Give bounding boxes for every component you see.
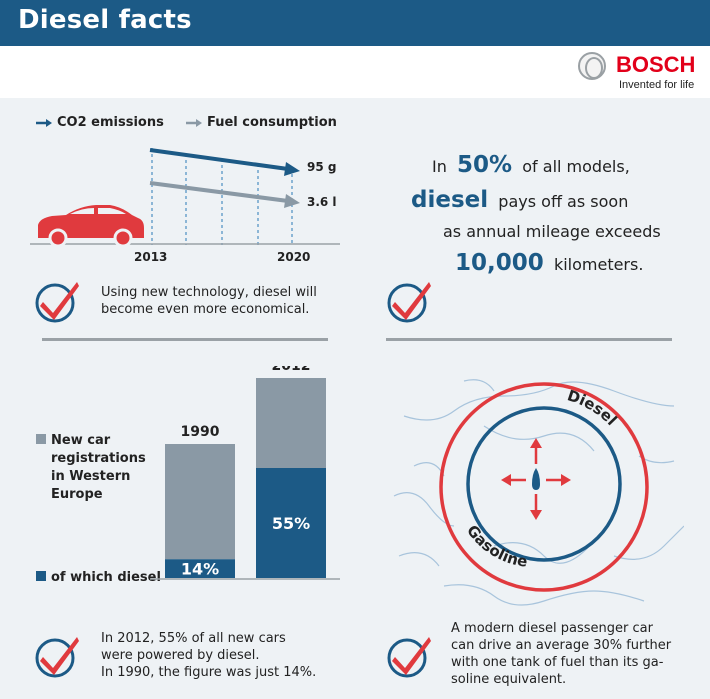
gray-arrow-icon <box>186 118 202 127</box>
models-line-1: In 50% of all models, <box>432 152 630 178</box>
divider-left <box>42 338 328 341</box>
models-line-4: 10,000 kilometers. <box>455 250 643 276</box>
legend-diesel: of which diesel <box>36 569 161 587</box>
legend-total-line-1: New car <box>36 432 146 450</box>
co2-value: 95 g <box>307 160 337 174</box>
brand-tagline: Invented for life <box>619 79 695 91</box>
header-bar: Diesel facts <box>0 0 710 46</box>
checkmark-icon <box>35 282 79 323</box>
trend-caption-line-1: Using new technology, diesel will <box>101 285 317 300</box>
trend-caption-line-2: become even more economical. <box>101 302 310 317</box>
bar-category-label: 1990 <box>181 424 220 440</box>
range-caption-line-1: A modern diesel passenger car <box>451 621 653 636</box>
co2-legend-label: CO2 emissions <box>57 115 164 130</box>
registrations-chart: 1990 14% 2012 55% <box>150 366 340 580</box>
range-diagram: Diesel Gasoline <box>393 379 684 606</box>
bar-diesel-value-label: 55% <box>272 514 310 533</box>
legend-total-line-4: Europe <box>51 487 103 502</box>
models-line-4-post: kilometers. <box>553 255 644 274</box>
fuel-arrow-head <box>284 194 300 208</box>
legend-total-line-3: in Western <box>51 469 131 484</box>
divider-right <box>386 338 672 341</box>
checkmark-icon <box>387 637 431 678</box>
registrations-caption-line-2: were powered by diesel. <box>101 648 260 663</box>
bar-diesel-1990 <box>165 559 235 578</box>
models-line-1-pre: In <box>432 157 447 176</box>
trend-diagram <box>30 148 340 248</box>
fuel-value: 3.6 l <box>307 195 337 209</box>
range-caption-line-2: can drive an average 30% further <box>451 638 672 653</box>
fuel-trend-line <box>149 181 289 203</box>
trend-caption: Using new technology, diesel will become… <box>101 284 317 318</box>
car-icon <box>38 205 144 248</box>
models-highlight-diesel: diesel <box>411 187 489 213</box>
registrations-caption-line-1: In 2012, 55% of all new cars <box>101 631 286 646</box>
legend-total-line-2: registrations <box>51 451 146 466</box>
co2-legend: CO2 emissions <box>36 115 164 130</box>
brand-bar: BOSCH Invented for life <box>0 46 710 98</box>
co2-arrow-head <box>284 162 300 176</box>
bar-total-1990 <box>165 444 235 560</box>
fuel-drop-icon <box>501 438 571 520</box>
models-line-3: as annual mileage exceeds <box>443 222 661 241</box>
bosch-logo-icon <box>578 52 606 80</box>
diesel-range-ring <box>439 382 649 592</box>
range-caption-line-4: soline equivalent. <box>451 672 567 687</box>
models-line-1-post: of all models, <box>522 157 630 176</box>
legend-gray-swatch <box>36 434 46 444</box>
bar-diesel-value-label: 14% <box>181 560 219 579</box>
page-title: Diesel facts <box>18 5 192 35</box>
gasoline-range-ring <box>466 406 622 562</box>
blue-arrow-icon <box>36 118 52 127</box>
models-highlight-km: 10,000 <box>455 250 544 276</box>
brand-name: BOSCH <box>616 52 696 77</box>
fuel-legend-label: Fuel consumption <box>207 115 337 130</box>
fuel-legend: Fuel consumption <box>186 115 337 130</box>
models-highlight-percent: 50% <box>457 152 513 178</box>
dashed-guides <box>151 148 293 245</box>
road-network <box>393 379 684 606</box>
models-line-2-post: pays off as soon <box>498 192 629 211</box>
legend-blue-swatch <box>36 571 46 581</box>
year-end: 2020 <box>277 250 311 264</box>
bar-category-label: 2012 <box>272 366 311 374</box>
co2-trend-line <box>149 148 289 171</box>
checkmark-icon <box>35 637 79 678</box>
legend-total: New car registrations in Western Europe <box>36 432 146 504</box>
registrations-caption: In 2012, 55% of all new cars were powere… <box>101 630 316 681</box>
bar-total-2012 <box>256 378 326 468</box>
range-caption: A modern diesel passenger car can drive … <box>451 620 671 688</box>
registrations-caption-line-3: In 1990, the figure was just 14%. <box>101 665 317 680</box>
range-caption-line-3: with one tank of fuel than its ga- <box>451 655 664 670</box>
models-line-2: diesel pays off as soon <box>411 187 628 213</box>
bar-diesel-2012 <box>256 468 326 578</box>
legend-diesel-text: of which diesel <box>51 570 161 585</box>
checkmark-icon <box>387 282 431 323</box>
legend-total-text-1: New car <box>51 433 111 448</box>
year-start: 2013 <box>134 250 168 264</box>
infographic-body: CO2 emissions Fuel consumption 95 g 3.6 … <box>0 98 710 699</box>
